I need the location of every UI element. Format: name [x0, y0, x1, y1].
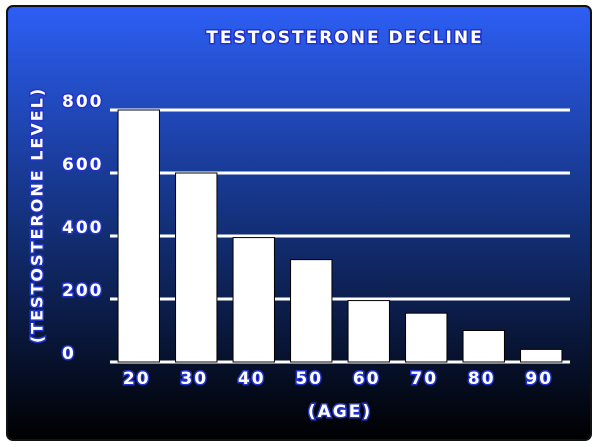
x-tick-label: 80	[468, 369, 496, 389]
y-axis-label: (TESTOSTERONE LEVEL)	[28, 87, 47, 343]
x-tick-label: 60	[353, 369, 381, 389]
y-tick-label: 200	[62, 281, 104, 301]
chart-title: TESTOSTERONE DECLINE	[206, 28, 483, 48]
y-tick-label: 400	[62, 218, 104, 238]
y-tick-label: 0	[62, 344, 76, 364]
x-tick-label: 50	[295, 369, 323, 389]
x-tick-label: 20	[123, 369, 151, 389]
bar	[290, 259, 333, 363]
x-tick-label: 70	[410, 369, 438, 389]
bar	[117, 109, 160, 363]
bar	[520, 348, 563, 363]
x-tick-label: 30	[180, 369, 208, 389]
bar	[232, 237, 275, 363]
x-axis-label: (AGE)	[308, 402, 372, 422]
bar	[462, 330, 505, 363]
bar	[405, 312, 448, 363]
x-tick-label: 90	[525, 369, 553, 389]
y-tick-label: 800	[62, 92, 104, 112]
bar	[175, 172, 218, 363]
bar	[347, 300, 390, 363]
y-tick-label: 600	[62, 155, 104, 175]
x-tick-label: 40	[238, 369, 266, 389]
